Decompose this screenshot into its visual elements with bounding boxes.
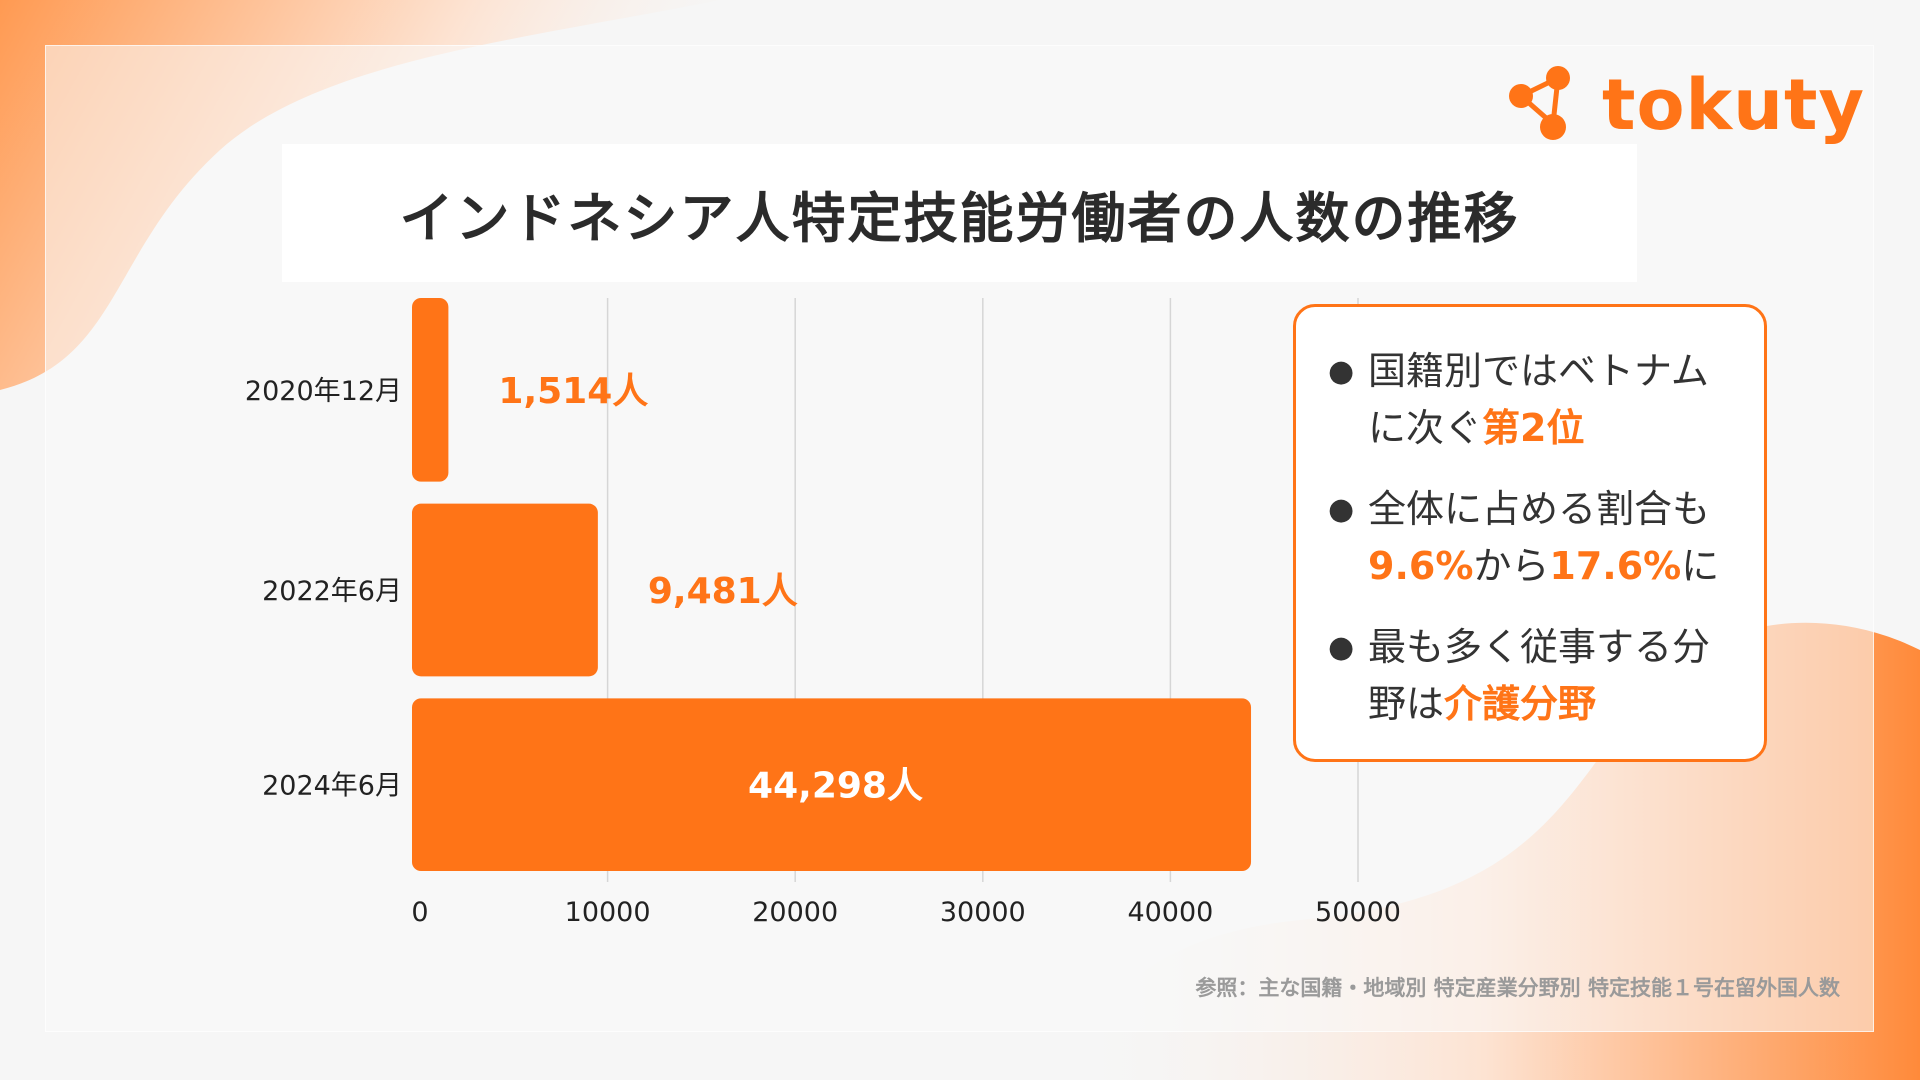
logo-text: tokuty (1602, 64, 1866, 146)
x-tick-label: 30000 (940, 897, 1026, 928)
category-label: 2024年6月 (262, 771, 402, 802)
bar (412, 298, 449, 482)
info-item: ● 最も多く従事する分野は介護分野 (1328, 619, 1744, 733)
info-highlight: 17.6% (1549, 544, 1682, 588)
x-tick-label: 0 (411, 897, 428, 928)
category-label: 2020年12月 (245, 376, 402, 407)
x-tick-label: 10000 (565, 897, 651, 928)
x-tick-label: 20000 (752, 897, 838, 928)
info-highlight: 9.6% (1368, 544, 1474, 588)
info-highlight: 介護分野 (1444, 682, 1597, 726)
data-label: 1,514人 (498, 371, 648, 412)
info-text: 国籍別ではベトナムに次ぐ (1368, 349, 1709, 450)
bar (412, 503, 598, 677)
bullet-icon: ● (1328, 492, 1355, 527)
category-label: 2022年6月 (262, 576, 402, 607)
info-item: ● 国籍別ではベトナムに次ぐ第2位 (1328, 343, 1744, 457)
info-highlight: 第2位 (1482, 406, 1585, 450)
page-title: インドネシア人特定技能労働者の人数の推移 (399, 186, 1520, 250)
logo: tokuty (1506, 66, 1865, 144)
info-text: 最も多く従事する分野は (1368, 625, 1711, 726)
bullet-icon: ● (1328, 354, 1355, 389)
x-tick-label: 50000 (1315, 897, 1401, 928)
bar (412, 698, 1252, 871)
x-tick-label: 40000 (1127, 897, 1213, 928)
data-label: 9,481人 (648, 571, 798, 612)
info-item: ● 全体に占める割合も 9.6%から17.6%に (1328, 481, 1744, 595)
data-label: 44,298人 (748, 766, 923, 807)
info-text: に (1681, 544, 1720, 588)
source-note: 参照：主な国籍・地域別 特定産業分野別 特定技能１号在留外国人数 (1195, 976, 1840, 1000)
info-box: ● 国籍別ではベトナムに次ぐ第2位 ● 全体に占める割合も9.6%から17.6%に … (1293, 304, 1767, 762)
bullet-icon: ● (1328, 630, 1355, 665)
info-text: から (1473, 544, 1550, 588)
info-text: 全体に占める割合も (1368, 487, 1711, 531)
network-logo-icon (1509, 66, 1570, 140)
title-box: インドネシア人特定技能労働者の人数の推移 (282, 144, 1637, 282)
